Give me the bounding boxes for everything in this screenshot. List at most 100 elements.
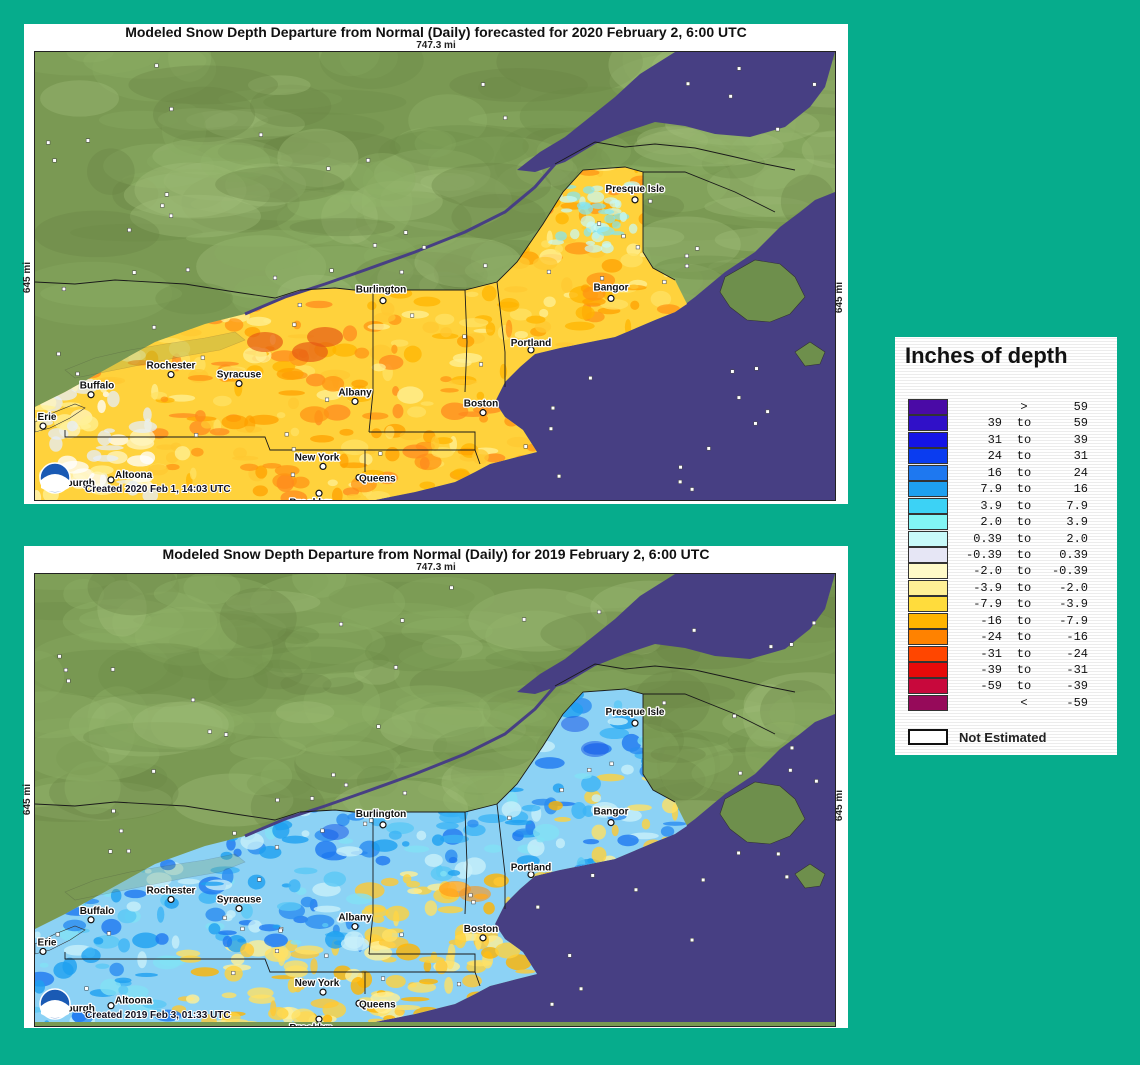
station-marker [597, 221, 602, 226]
station-marker [381, 976, 386, 981]
legend-to-word: to [1016, 449, 1032, 464]
city-altoona: Altoona [107, 469, 154, 484]
station-marker [684, 253, 689, 258]
legend-to: 24 [1073, 465, 1088, 480]
station-marker [736, 850, 741, 855]
station-marker [775, 127, 780, 132]
station-marker [422, 245, 427, 250]
city-label: Altoona [115, 996, 153, 1007]
border-line [299, 688, 676, 815]
created-timestamp: Created 2020 Feb 1, 14:03 UTC [85, 484, 231, 495]
legend-row: 3.9 to 7.9 [908, 497, 1108, 514]
border-line [643, 171, 776, 213]
legend-row: -7.9 to -3.9 [908, 596, 1108, 613]
city-label: Burlington [356, 809, 407, 820]
station-marker [344, 782, 349, 787]
station-marker [548, 426, 553, 431]
border-line [35, 279, 301, 299]
station-marker [609, 761, 614, 766]
legend-to-word: to [1016, 482, 1032, 497]
legend-swatch [908, 464, 948, 481]
legend-to: -24 [1066, 646, 1088, 661]
island [794, 863, 826, 889]
city-dot [607, 294, 615, 302]
island [719, 781, 806, 845]
city-dot [527, 346, 535, 354]
legend-to-word: to [1016, 465, 1032, 480]
station-marker [776, 851, 781, 856]
station-marker [366, 158, 371, 163]
legend-title: Inches of depth [905, 343, 1068, 368]
legend-swatch [908, 662, 948, 678]
station-marker [329, 268, 334, 273]
station-marker [85, 138, 90, 143]
station-marker [678, 479, 683, 484]
legend-swatch [908, 481, 948, 498]
legend-row: 0.39 to 2.0 [908, 530, 1108, 547]
station-marker [126, 849, 131, 854]
city-dot [379, 821, 387, 829]
city-dot [107, 476, 115, 484]
station-marker [310, 796, 315, 801]
city-dot [167, 895, 175, 904]
station-marker [789, 745, 794, 750]
city-queens: Queens [355, 472, 397, 486]
ocean [375, 52, 835, 500]
legend-from: 3.9 [980, 498, 1002, 513]
legend-swatch [908, 431, 948, 448]
city-brooklyn: Brooklyn [288, 489, 334, 500]
city-new-york: New York [293, 451, 341, 470]
station-marker [728, 94, 733, 99]
city-dot [355, 474, 363, 482]
city-label: Rochester [147, 885, 196, 896]
legend-swatch [908, 563, 948, 580]
city-label: Brooklyn [289, 1023, 332, 1026]
legend-row: < -59 [908, 694, 1108, 711]
station-marker [462, 334, 467, 339]
legend-from: -7.9 [973, 597, 1002, 612]
border-line [554, 141, 796, 171]
not-estimated-swatch [908, 729, 948, 745]
station-marker [814, 779, 819, 784]
island [794, 341, 826, 367]
legend-swatch [908, 399, 948, 415]
border-line [554, 663, 796, 693]
city-label: Syracuse [217, 370, 262, 381]
station-marker [410, 313, 415, 318]
station-marker [788, 768, 793, 773]
city-label: Portland [511, 338, 552, 349]
station-marker [274, 845, 279, 850]
city-dot [319, 988, 327, 996]
legend-from: 7.9 [980, 482, 1002, 497]
station-marker [635, 245, 640, 250]
scale-top-label: 747.3 mi [416, 40, 456, 51]
legend-row: -3.9 to -2.0 [908, 579, 1108, 596]
station-marker [684, 263, 689, 268]
station-marker [600, 276, 605, 281]
legend-to: -2.0 [1059, 580, 1088, 595]
legend-row: 2.0 to 3.9 [908, 514, 1108, 531]
noaa-logo [39, 988, 71, 1020]
station-marker [633, 887, 638, 892]
city-label: Presque Isle [606, 184, 665, 195]
city-label: Rochester [147, 361, 196, 372]
legend-to: 3.9 [1066, 515, 1088, 530]
border-line [643, 693, 776, 735]
station-marker [692, 628, 697, 633]
station-marker [754, 366, 759, 371]
station-marker [84, 986, 89, 991]
city-new-york: New York [293, 977, 341, 996]
city-dot [315, 489, 323, 497]
legend-swatch [908, 645, 948, 662]
city-label: Syracuse [217, 894, 262, 905]
station-marker [154, 63, 159, 68]
created-timestamp: Created 2019 Feb 3, 01:33 UTC [85, 1010, 231, 1021]
station-marker [522, 617, 527, 622]
legend-to-word: to [1016, 630, 1032, 645]
legend-swatch [908, 514, 948, 531]
st-lawrence-river [244, 163, 557, 316]
city-dot [631, 719, 639, 727]
map-panel-2020: Modeled Snow Depth Departure from Normal… [22, 24, 848, 504]
city-boston: Boston [463, 397, 499, 417]
city-label: Buffalo [80, 381, 114, 392]
